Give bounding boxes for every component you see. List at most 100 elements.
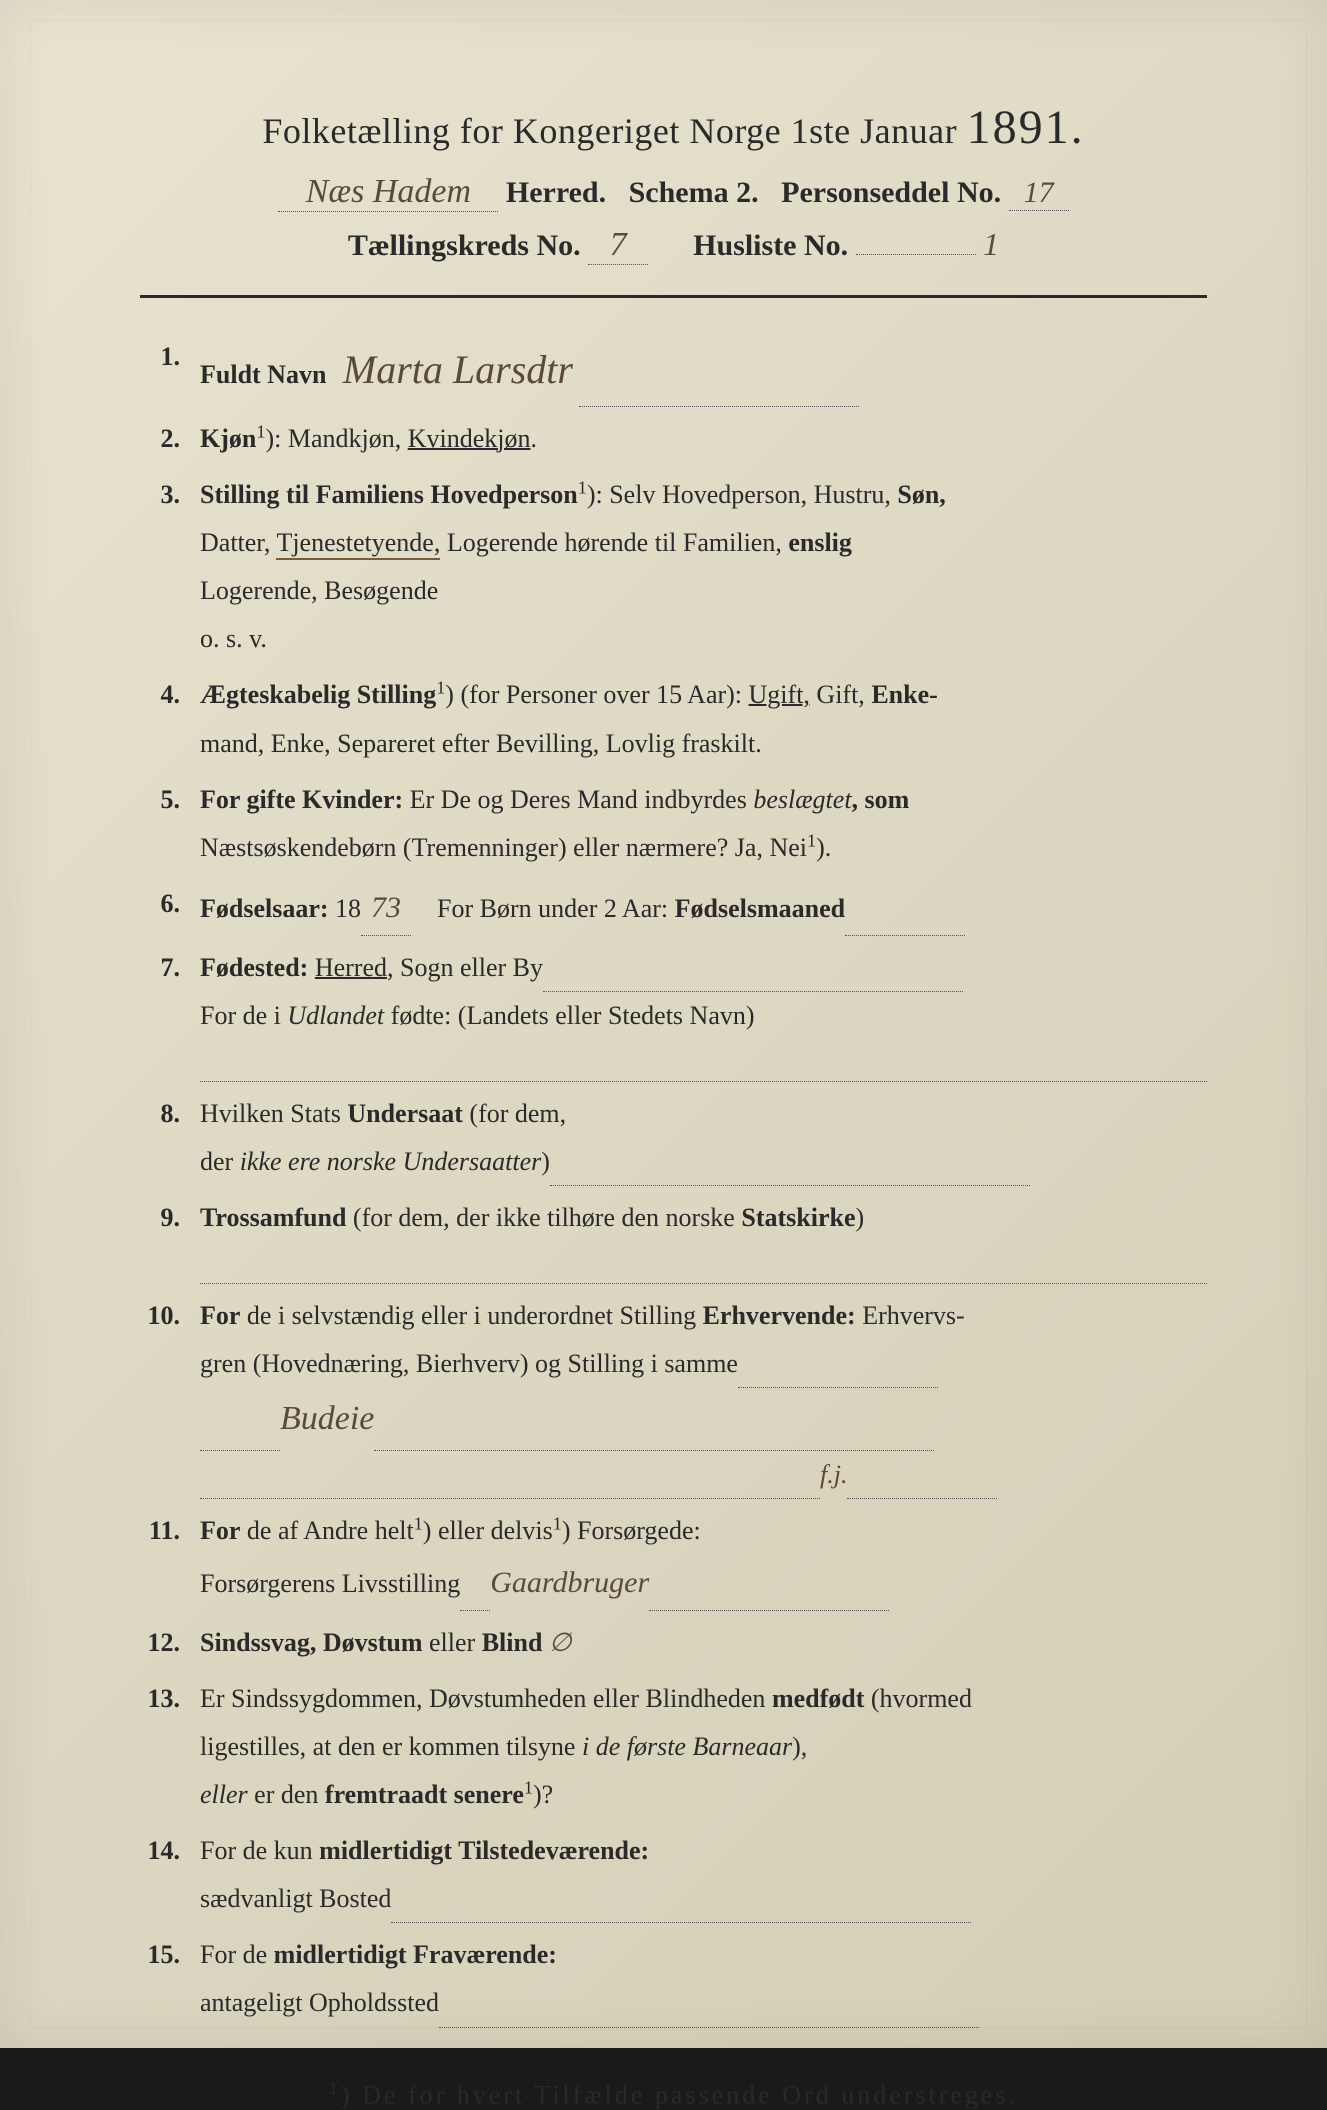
q6-value: 73 bbox=[361, 880, 411, 937]
q9-row: 9. Trossamfund (for dem, der ikke tilhør… bbox=[140, 1194, 1207, 1284]
q6-prefix: 18 bbox=[329, 894, 362, 923]
husliste-value: 1 bbox=[983, 226, 999, 262]
q13-num: 13. bbox=[140, 1675, 200, 1723]
q10-dots2 bbox=[200, 1450, 280, 1451]
q5-row: 5. For gifte Kvinder: Er De og Deres Man… bbox=[140, 776, 1207, 872]
q4-line2: mand, Enke, Separeret efter Bevilling, L… bbox=[200, 729, 762, 758]
q10-text1: de i selvstændig eller i underordnet Sti… bbox=[240, 1301, 702, 1330]
census-form-page: Folketælling for Kongeriget Norge 1ste J… bbox=[0, 0, 1327, 2048]
q8-bold: Undersaat bbox=[347, 1099, 463, 1128]
q6-dots bbox=[845, 935, 965, 936]
q8-content: Hvilken Stats Undersaat (for dem, der ik… bbox=[200, 1090, 1207, 1186]
q5-sup: 1 bbox=[807, 830, 816, 850]
q7-line2a: For de i bbox=[200, 1001, 287, 1030]
q10-bold2: Erhvervende: bbox=[703, 1301, 856, 1330]
q11-num: 11. bbox=[140, 1507, 200, 1555]
q8-text1: Hvilken Stats bbox=[200, 1099, 347, 1128]
q3-line1: ): Selv Hovedperson, Hustru, bbox=[587, 480, 898, 509]
q11-value: Gaardbruger bbox=[490, 1566, 649, 1599]
q12-label: Sindssvag, Døvstum bbox=[200, 1628, 423, 1657]
q7-dots1 bbox=[543, 991, 963, 992]
q12-strike: ∅ bbox=[542, 1628, 571, 1657]
q13-after: )? bbox=[533, 1780, 553, 1809]
q3-selected: Tjenestetyende, bbox=[276, 528, 440, 560]
q12-bold2: Blind bbox=[482, 1628, 543, 1657]
husliste-blank bbox=[856, 254, 976, 255]
q14-text1: For de kun bbox=[200, 1836, 319, 1865]
q12-text: eller bbox=[423, 1628, 482, 1657]
q15-num: 15. bbox=[140, 1931, 200, 1979]
q3-line2a: Datter, bbox=[200, 528, 276, 557]
q4-sup: 1 bbox=[436, 678, 445, 698]
husliste-label: Husliste No. bbox=[693, 229, 848, 262]
q14-row: 14. For de kun midlertidigt Tilstedevære… bbox=[140, 1827, 1207, 1923]
q6-row: 6. Fødselsaar: 1873 For Børn under 2 Aar… bbox=[140, 880, 1207, 937]
q3-line4: o. s. v. bbox=[200, 624, 267, 653]
q5-content: For gifte Kvinder: Er De og Deres Mand i… bbox=[200, 776, 1207, 872]
q15-line2: antageligt Opholdssted bbox=[200, 1988, 439, 2017]
q12-num: 12. bbox=[140, 1619, 200, 1667]
q8-line2a: der bbox=[200, 1147, 240, 1176]
q3-label: Stilling til Familiens Hovedperson bbox=[200, 480, 578, 509]
q9-bold2: Statskirke bbox=[741, 1203, 855, 1232]
q3-content: Stilling til Familiens Hovedperson1): Se… bbox=[200, 471, 1207, 663]
schema-label: Schema 2. bbox=[629, 176, 759, 209]
q14-line2: sædvanligt Bosted bbox=[200, 1884, 391, 1913]
q3-enslig: enslig bbox=[788, 528, 852, 557]
q11-sup2: 1 bbox=[553, 1514, 562, 1534]
q7-line2b: Udlandet bbox=[287, 1001, 384, 1030]
q9-num: 9. bbox=[140, 1194, 200, 1242]
personseddel-value: 17 bbox=[1009, 176, 1069, 211]
q10-num: 10. bbox=[140, 1292, 200, 1340]
kreds-line: Tællingskreds No. 7 Husliste No. 1 bbox=[140, 226, 1207, 265]
q4-rest1: Gift, bbox=[810, 680, 871, 709]
q11-dots2 bbox=[649, 1610, 889, 1611]
q6-label: Fødselsaar: bbox=[200, 894, 329, 923]
title-text: Folketælling for Kongeriget Norge 1ste J… bbox=[262, 111, 957, 151]
q13-text2: (hvormed bbox=[864, 1684, 972, 1713]
q7-selected: Herred bbox=[315, 953, 387, 982]
q11-line2: Forsørgerens Livsstilling bbox=[200, 1569, 460, 1598]
q11-bold: For bbox=[200, 1516, 240, 1545]
herred-line: Næs Hadem Herred. Schema 2. Personseddel… bbox=[140, 173, 1207, 212]
q15-content: For de midlertidigt Fraværende: antageli… bbox=[200, 1931, 1207, 2027]
q1-content: Fuldt Navn Marta Larsdtr bbox=[200, 333, 1207, 407]
q10-text2: Erhvervs- bbox=[856, 1301, 965, 1330]
q14-content: For de kun midlertidigt Tilstedeværende:… bbox=[200, 1827, 1207, 1923]
q10-dots3 bbox=[374, 1450, 934, 1451]
form-body: 1. Fuldt Navn Marta Larsdtr 2. Kjøn1): M… bbox=[140, 333, 1207, 2028]
q10-dots5 bbox=[847, 1498, 997, 1499]
q6-content: Fødselsaar: 1873 For Børn under 2 Aar: F… bbox=[200, 880, 1207, 937]
q10-bold1: For bbox=[200, 1301, 240, 1330]
q7-dots2 bbox=[200, 1041, 1207, 1083]
herred-label: Herred. bbox=[506, 176, 606, 209]
q8-line2c: ) bbox=[541, 1147, 550, 1176]
q6-num: 6. bbox=[140, 880, 200, 928]
q11-text3: ) Forsørgede: bbox=[562, 1516, 701, 1545]
q5-label: For gifte Kvinder: bbox=[200, 785, 403, 814]
q7-rest: , Sogn eller By bbox=[387, 953, 543, 982]
q14-bold: midlertidigt Tilstedeværende: bbox=[319, 1836, 649, 1865]
q3-num: 3. bbox=[140, 471, 200, 519]
q4-content: Ægteskabelig Stilling1) (for Personer ov… bbox=[200, 671, 1207, 767]
q2-row: 2. Kjøn1): Mandkjøn, Kvindekjøn. bbox=[140, 415, 1207, 463]
footnote-sup: 1 bbox=[329, 2078, 341, 2098]
q5-som: , som bbox=[852, 785, 910, 814]
q13-bold2: fremtraadt senere bbox=[325, 1780, 524, 1809]
q14-dots bbox=[391, 1922, 971, 1923]
year: 1891. bbox=[967, 101, 1085, 154]
q9-content: Trossamfund (for dem, der ikke tilhøre d… bbox=[200, 1194, 1207, 1284]
q13-line3a: eller bbox=[200, 1780, 248, 1809]
q1-value: Marta Larsdtr bbox=[343, 347, 573, 392]
q11-dots1 bbox=[460, 1610, 490, 1611]
q4-selected: Ugift, bbox=[749, 680, 810, 709]
kreds-value: 7 bbox=[588, 226, 648, 265]
q12-content: Sindssvag, Døvstum eller Blind ∅ bbox=[200, 1619, 1207, 1667]
q6-text2: For Børn under 2 Aar: bbox=[431, 894, 675, 923]
q13-line2a: ligestilles, at den er kommen tilsyne bbox=[200, 1732, 582, 1761]
herred-value: Næs Hadem bbox=[278, 173, 498, 212]
q5-text1: Er De og Deres Mand indbyrdes bbox=[403, 785, 753, 814]
q8-line2b: ikke ere norske Undersaatter bbox=[240, 1147, 542, 1176]
q2-num: 2. bbox=[140, 415, 200, 463]
q3-line3: Logerende, Besøgende bbox=[200, 576, 438, 605]
